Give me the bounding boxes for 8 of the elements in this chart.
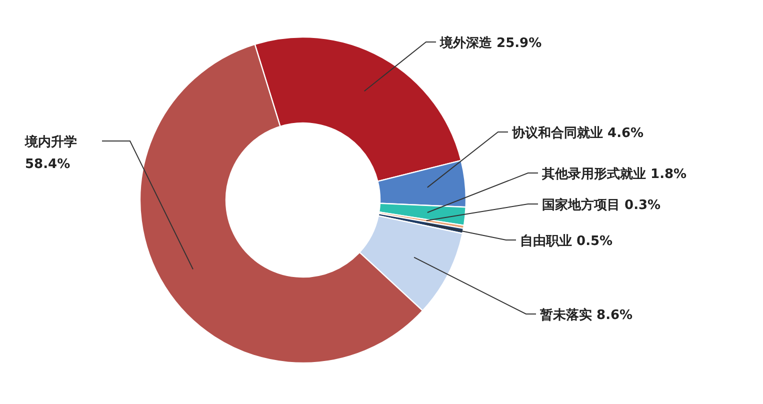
slice-label: 其他录用形式就业 1.8% bbox=[541, 166, 687, 182]
data-label: 58.4% bbox=[25, 157, 70, 172]
slice-label: 协议和合同就业 4.6% bbox=[511, 125, 644, 141]
slice-label: 国家地方项目 0.3% bbox=[542, 197, 661, 213]
slice-label: 境内升学 bbox=[24, 134, 77, 150]
slice-label: 自由职业 0.5% bbox=[520, 234, 613, 249]
slice-label: 暂未落实 8.6% bbox=[539, 307, 633, 323]
slice-label: 境外深造 25.9% bbox=[439, 35, 542, 51]
